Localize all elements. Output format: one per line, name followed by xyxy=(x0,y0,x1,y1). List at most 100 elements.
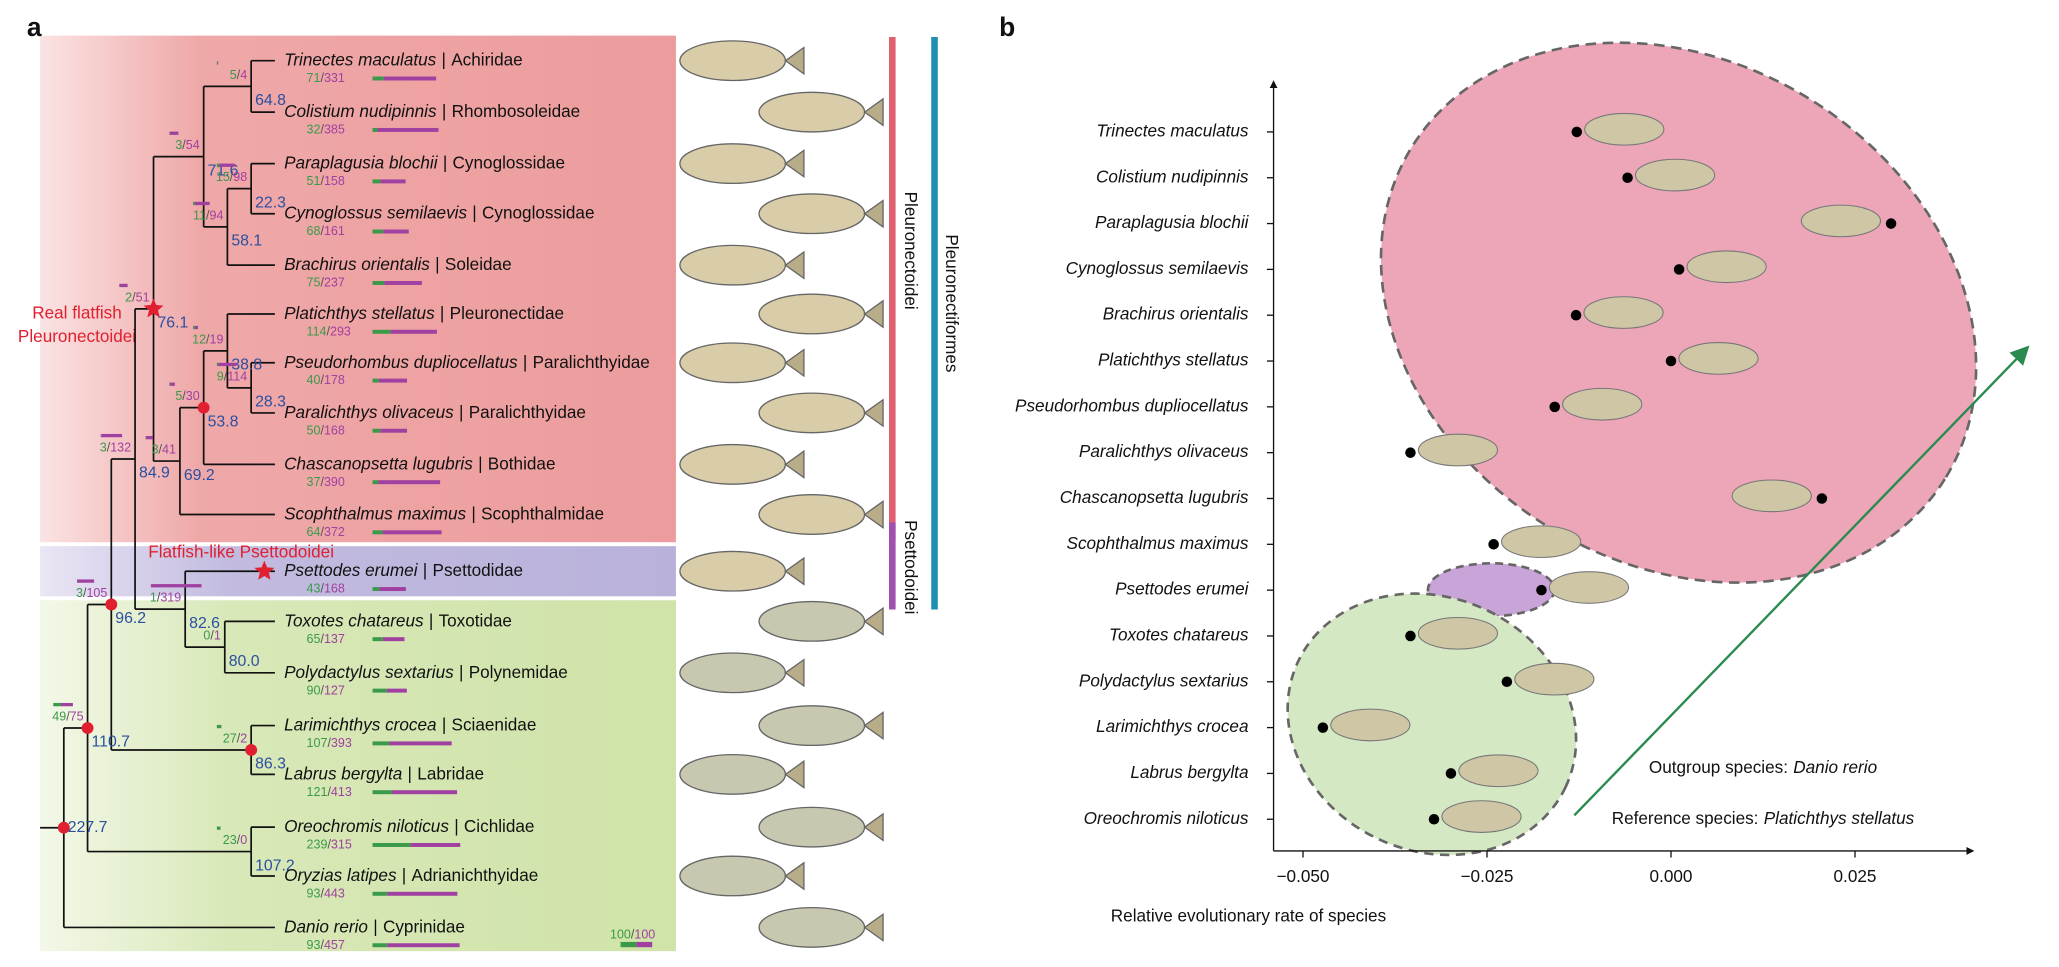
node-counts: 3/105 xyxy=(76,586,107,600)
gained-count: 40 xyxy=(307,374,321,388)
gained-bar xyxy=(372,637,383,642)
gained-count: 121 xyxy=(307,785,328,799)
node-age: 96.2 xyxy=(115,610,146,627)
separator: / xyxy=(320,123,324,137)
lost-bar xyxy=(389,741,452,746)
separator: | xyxy=(408,763,412,783)
fish-icon xyxy=(1686,250,1767,284)
point xyxy=(1405,447,1416,458)
point xyxy=(1885,218,1897,229)
lost-count: 158 xyxy=(324,174,345,188)
fish-tail xyxy=(863,500,884,529)
gained-count: 43 xyxy=(307,582,321,596)
fish-tail xyxy=(784,556,805,586)
lost-count: 319 xyxy=(160,591,181,605)
fish-illustration xyxy=(679,143,787,185)
panel-label: a xyxy=(27,12,42,42)
leaf-counts: 50/168 xyxy=(307,424,345,438)
leaf-counts: 75/237 xyxy=(307,276,345,290)
lost-count: 0 xyxy=(240,833,247,847)
gained-count: 65 xyxy=(307,632,321,646)
fish-tail xyxy=(863,912,884,942)
gained-bar xyxy=(372,179,381,184)
separator: | xyxy=(435,254,439,274)
family-name: Bothidae xyxy=(488,453,556,473)
separator: | xyxy=(472,202,476,222)
lost-bar xyxy=(217,61,219,65)
node-counts: 12/19 xyxy=(192,333,223,347)
gained-count: 239 xyxy=(307,838,328,852)
lost-bar xyxy=(390,329,437,334)
lost-count: 19 xyxy=(210,333,224,347)
fish-icon xyxy=(1634,158,1716,192)
trend-arrow xyxy=(1573,345,2030,817)
lost-count: 2 xyxy=(240,732,247,746)
separator: / xyxy=(237,68,241,82)
gained-count: 100 xyxy=(610,928,631,942)
separator: | xyxy=(471,503,475,523)
separator: / xyxy=(320,424,324,438)
lost-bar xyxy=(219,163,235,167)
gained-count: 114 xyxy=(307,325,327,339)
leaf-counts: 71/331 xyxy=(307,71,345,85)
separator: | xyxy=(478,453,482,473)
separator: / xyxy=(107,441,111,455)
gained-bar xyxy=(372,891,388,896)
gained-count: 90 xyxy=(307,684,321,698)
fish-tail xyxy=(863,97,884,127)
gained-bar xyxy=(216,61,218,65)
separator: | xyxy=(373,916,377,936)
gained-count: 5 xyxy=(175,389,182,403)
gained-count: 15 xyxy=(216,170,230,184)
point xyxy=(1549,401,1560,413)
separator: | xyxy=(459,401,463,421)
fish-icon xyxy=(1678,342,1759,375)
fish-tail xyxy=(863,812,884,842)
gained-count: 37 xyxy=(307,475,321,489)
species-label: Paraplagusia blochii | Cynoglossidae xyxy=(284,152,565,172)
fish-illustration xyxy=(679,40,787,82)
species-label: Pseudorhombus dupliocellatus | Paralichthy… xyxy=(284,351,650,371)
point xyxy=(1428,813,1440,825)
y-tick-label: Polydactylus sextarius xyxy=(1079,670,1249,690)
fish-icon xyxy=(1731,479,1812,513)
lost-bar xyxy=(146,436,153,440)
species-label: Cynoglossus semilaevis | Cynoglossidae xyxy=(284,202,594,222)
separator: / xyxy=(182,389,186,403)
separator: / xyxy=(320,71,324,85)
separator: / xyxy=(66,710,70,724)
node-age: 28.3 xyxy=(255,394,286,411)
family-name: Toxotidae xyxy=(439,610,512,630)
gained-count: 32 xyxy=(307,123,321,137)
separator: / xyxy=(320,632,324,646)
x-tick-label: −0.050 xyxy=(1277,866,1330,886)
separator: / xyxy=(320,684,324,698)
legend-bar xyxy=(620,941,637,948)
species-name: Cynoglossus semilaevis xyxy=(284,202,467,222)
gained-count: 3 xyxy=(100,441,107,455)
species-name: Scophthalmus maximus xyxy=(284,503,466,523)
separator: / xyxy=(206,209,210,223)
species-label: Larimichthys crocea | Sciaenidae xyxy=(284,714,536,734)
lost-count: 41 xyxy=(162,443,176,457)
lost-count: 390 xyxy=(324,475,345,489)
node-counts: 27/2 xyxy=(223,732,247,746)
point xyxy=(1501,676,1513,688)
lost-bar xyxy=(387,943,460,948)
fish-icon xyxy=(1583,296,1664,329)
clade-bar-label: Pleuronectiformes xyxy=(942,234,962,372)
family-name: Psettodidae xyxy=(433,560,524,580)
annotation-text: Outgroup species: xyxy=(1649,756,1788,776)
separator: / xyxy=(327,838,331,852)
node-age: 110.7 xyxy=(92,734,130,751)
lost-count: 393 xyxy=(331,736,352,750)
node-counts: 15/98 xyxy=(216,170,247,184)
node-counts: 23/0 xyxy=(223,833,247,847)
family-name: Cynoglossidae xyxy=(482,202,594,222)
gained-count: 93 xyxy=(307,938,321,952)
annotation-species: Platichthys stellatus xyxy=(1764,808,1915,828)
separator: | xyxy=(440,303,444,323)
x-axis-title: Relative evolutionary rate of species xyxy=(1111,905,1386,925)
species-label: Oreochromis niloticus | Cichlidae xyxy=(284,816,534,836)
lost-bar xyxy=(387,891,458,896)
